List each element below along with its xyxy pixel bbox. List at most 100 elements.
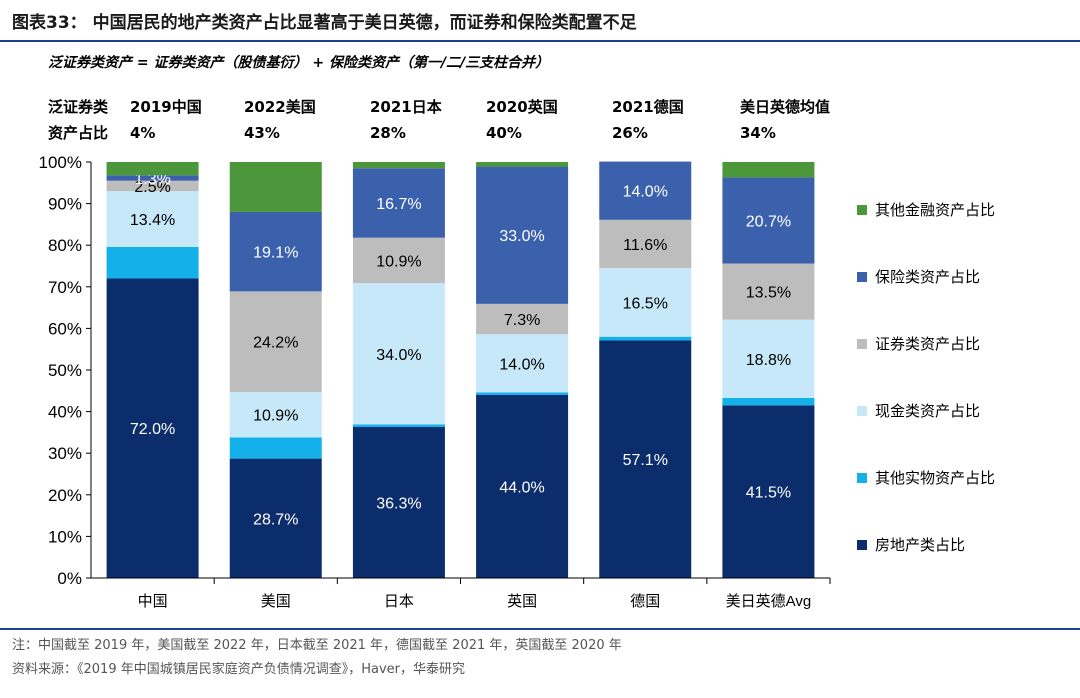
- data-label: 36.3%: [376, 495, 421, 512]
- x-tick-label: 美日英德Avg: [726, 592, 812, 610]
- bar-segment: [229, 392, 322, 438]
- data-label: 72.0%: [130, 421, 175, 438]
- legend-swatch: [857, 473, 867, 483]
- header-item-value: 28%: [370, 124, 406, 142]
- bar-segment: [599, 268, 692, 337]
- y-tick-label: 20%: [48, 486, 82, 505]
- bar-segment: [106, 246, 199, 279]
- y-tick-label: 90%: [48, 195, 82, 214]
- title-divider: [0, 40, 1080, 42]
- data-label: 28.7%: [253, 511, 298, 528]
- bar-segment: [599, 336, 692, 341]
- bar-segment: [599, 161, 692, 220]
- bar-segment: [476, 394, 569, 578]
- y-tick-label: 100%: [39, 153, 82, 172]
- bar-segment: [722, 319, 815, 398]
- data-label: 7.3%: [504, 312, 540, 329]
- bar-segment: [722, 263, 815, 320]
- header-label-line2: 资产占比: [48, 124, 109, 142]
- bar-segment: [106, 278, 199, 578]
- header-item: 2021日本 28%: [370, 94, 442, 146]
- bar-segment: [352, 168, 445, 238]
- bar-segment: [476, 166, 569, 304]
- footnote: 注：中国截至 2019 年，美国截至 2022 年，日本截至 2021 年，德国…: [12, 634, 622, 682]
- bar-segment: [476, 162, 569, 167]
- header-item: 2021德国 26%: [612, 94, 684, 146]
- x-tick-label: 日本: [384, 593, 414, 610]
- header-label-line1: 泛证券类: [48, 98, 109, 116]
- bar-segment: [476, 334, 569, 393]
- legend-label: 证券类资产占比: [875, 336, 980, 353]
- data-label: 20.7%: [746, 213, 791, 230]
- bar-segment: [352, 424, 445, 427]
- y-tick-label: 70%: [48, 278, 82, 297]
- bar-segment: [106, 175, 199, 181]
- data-label: 16.7%: [376, 196, 421, 213]
- y-tick-label: 50%: [48, 361, 82, 380]
- y-tick-label: 60%: [48, 319, 82, 338]
- data-label: 2.5%: [134, 179, 170, 196]
- x-tick-label: 美国: [261, 593, 291, 610]
- header-item: 2019中国 4%: [130, 94, 202, 146]
- header-item-name: 2022美国: [244, 98, 316, 116]
- data-label: 13.5%: [746, 285, 791, 302]
- x-tick-label: 中国: [138, 593, 168, 610]
- data-label: 44.0%: [499, 479, 544, 496]
- bar-segment: [352, 162, 445, 169]
- y-tick-label: 30%: [48, 444, 82, 463]
- legend-swatch: [857, 339, 867, 349]
- bar-segment: [106, 191, 199, 247]
- bar-segment: [352, 283, 445, 425]
- data-label: 10.9%: [376, 253, 421, 270]
- x-tick-label: 德国: [630, 592, 660, 610]
- header-item-value: 40%: [486, 124, 522, 142]
- chart-subtitle: 泛证券类资产 = 证券类资产（股债基衍） + 保险类资产（第一/二/三支柱合并）: [48, 55, 550, 71]
- bar-segment: [229, 211, 322, 292]
- data-label: 19.1%: [253, 245, 298, 262]
- legend-swatch: [857, 205, 867, 215]
- data-label: 16.5%: [623, 295, 668, 312]
- data-label: 13.4%: [130, 212, 175, 229]
- bar-segment: [229, 162, 322, 212]
- header-item-value: 26%: [612, 124, 648, 142]
- bar-segment: [476, 303, 569, 335]
- bar-segment: [722, 397, 815, 406]
- legend-label: 保险类资产占比: [875, 269, 980, 286]
- data-label: 57.1%: [623, 452, 668, 469]
- note-line: 注：中国截至 2019 年，美国截至 2022 年，日本截至 2021 年，德国…: [12, 638, 622, 653]
- data-label: 11.6%: [623, 237, 667, 254]
- legend-swatch: [857, 540, 867, 550]
- header-item-name: 2021日本: [370, 98, 442, 116]
- bar-segment: [599, 340, 692, 578]
- bar-segment: [476, 392, 569, 395]
- data-label: 10.9%: [253, 408, 298, 425]
- legend-label: 房地产类占比: [875, 537, 965, 554]
- legend-label: 现金类资产占比: [875, 403, 980, 420]
- header-row-label: 泛证券类 资产占比: [48, 94, 108, 146]
- legend-label: 其他实物资产占比: [875, 470, 995, 487]
- header-item: 2022美国 43%: [244, 94, 316, 146]
- data-label: 34.0%: [376, 347, 421, 364]
- bar-segment: [722, 162, 815, 178]
- bar-segment: [722, 405, 815, 578]
- data-label: 33.0%: [499, 228, 544, 245]
- legend-label: 其他金融资产占比: [875, 202, 995, 219]
- header-item-name: 2021德国: [612, 98, 684, 116]
- bar-segment: [229, 437, 322, 459]
- bar-segment: [229, 291, 322, 393]
- page-title: 图表33： 中国居民的地产类资产占比显著高于美日英德，而证券和保险类配置不足: [12, 13, 637, 33]
- y-tick-label: 0%: [57, 569, 82, 588]
- x-tick-label: 英国: [507, 592, 537, 610]
- y-tick-label: 80%: [48, 236, 82, 255]
- header-item: 2020英国 40%: [486, 94, 558, 146]
- header-item-value: 34%: [740, 124, 776, 142]
- header-item-value: 43%: [244, 124, 280, 142]
- bar-segment: [722, 177, 815, 264]
- data-label: 24.2%: [253, 335, 298, 352]
- bar-segment: [106, 162, 199, 176]
- y-tick-label: 40%: [48, 403, 82, 422]
- header-item-name: 2020英国: [486, 98, 558, 116]
- header-item-name: 2019中国: [130, 98, 202, 116]
- header-item-value: 4%: [130, 124, 156, 142]
- data-label: 18.8%: [746, 352, 791, 369]
